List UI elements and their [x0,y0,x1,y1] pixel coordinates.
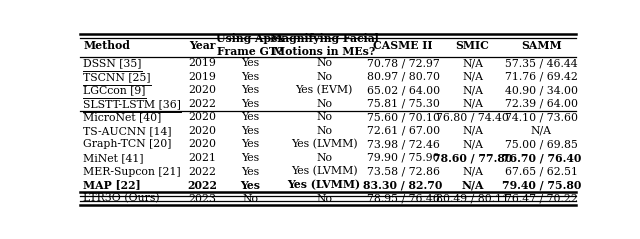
Text: 73.58 / 72.86: 73.58 / 72.86 [367,167,440,177]
Text: CASME II: CASME II [373,40,433,51]
Text: N/A: N/A [531,126,552,136]
Text: 2020: 2020 [189,140,216,149]
Text: N/A: N/A [462,126,483,136]
Text: Yes (EVM): Yes (EVM) [296,85,353,96]
Text: MicroNet [40]: MicroNet [40] [83,112,162,122]
Text: 76.47 / 70.22: 76.47 / 70.22 [505,194,578,204]
Text: Method: Method [83,40,131,51]
Text: No: No [243,194,259,204]
Text: 2020: 2020 [189,85,216,95]
Text: 73.98 / 72.46: 73.98 / 72.46 [367,140,440,149]
Text: N/A: N/A [462,85,483,95]
Text: 72.39 / 64.00: 72.39 / 64.00 [505,99,578,109]
Text: N/A: N/A [462,58,483,68]
Text: N/A: N/A [462,140,483,149]
Text: No: No [316,153,332,163]
Text: No: No [316,126,332,136]
Text: LGCcon [9]: LGCcon [9] [83,85,146,95]
Text: 78.95 / 76.46: 78.95 / 76.46 [367,194,440,204]
Text: Year: Year [189,40,216,51]
Text: TSCNN [25]: TSCNN [25] [83,72,151,82]
Text: 83.30 / 82.70: 83.30 / 82.70 [364,179,443,190]
Text: 67.65 / 62.51: 67.65 / 62.51 [505,167,578,177]
Text: 78.60 / 77.80: 78.60 / 77.80 [433,152,513,163]
Text: 2022: 2022 [189,167,216,177]
Text: 76.80 / 74.40: 76.80 / 74.40 [436,112,509,122]
Text: 2022: 2022 [189,99,216,109]
Text: Yes: Yes [241,140,259,149]
Text: Yes: Yes [241,167,259,177]
Text: Yes: Yes [241,58,259,68]
Text: Yes: Yes [241,153,259,163]
Text: MAP [22]: MAP [22] [83,179,141,190]
Text: 70.78 / 72.97: 70.78 / 72.97 [367,58,440,68]
Text: N/A: N/A [462,99,483,109]
Text: 2022: 2022 [188,179,218,190]
Text: 40.90 / 34.00: 40.90 / 34.00 [505,85,578,95]
Text: No: No [316,58,332,68]
Text: MER-Supcon [21]: MER-Supcon [21] [83,167,181,177]
Text: 2020: 2020 [189,112,216,122]
Text: 65.02 / 64.00: 65.02 / 64.00 [367,85,440,95]
Text: SLSTT-LSTM [36]: SLSTT-LSTM [36] [83,99,181,109]
Text: Yes: Yes [241,72,259,82]
Text: Yes (LVMM): Yes (LVMM) [291,139,358,150]
Text: N/A: N/A [462,167,483,177]
Text: 2019: 2019 [189,72,216,82]
Text: Magnifying Facial
Motions in MEs?: Magnifying Facial Motions in MEs? [269,33,379,57]
Text: 75.00 / 69.85: 75.00 / 69.85 [505,140,578,149]
Text: 2020: 2020 [189,126,216,136]
Text: 75.81 / 75.30: 75.81 / 75.30 [367,99,440,109]
Text: 79.40 / 75.80: 79.40 / 75.80 [502,179,581,190]
Text: 57.35 / 46.44: 57.35 / 46.44 [505,58,578,68]
Text: 2019: 2019 [189,58,216,68]
Text: Yes: Yes [241,99,259,109]
Text: LTR3O (Ours): LTR3O (Ours) [83,193,160,204]
Text: 76.70 / 76.40: 76.70 / 76.40 [502,152,581,163]
Text: 75.60 / 70.10: 75.60 / 70.10 [367,112,440,122]
Text: Yes (LVMM): Yes (LVMM) [291,166,358,177]
Text: N/A: N/A [462,72,483,82]
Text: No: No [316,72,332,82]
Text: 71.76 / 69.42: 71.76 / 69.42 [505,72,578,82]
Text: TS-AUCNN [14]: TS-AUCNN [14] [83,126,172,136]
Text: 74.10 / 73.60: 74.10 / 73.60 [505,112,578,122]
Text: 80.97 / 80.70: 80.97 / 80.70 [367,72,440,82]
Text: 79.90 / 75.90: 79.90 / 75.90 [367,153,440,163]
Text: 2021: 2021 [189,153,216,163]
Text: MiNet [41]: MiNet [41] [83,153,144,163]
Text: No: No [316,194,332,204]
Text: N/A: N/A [461,179,484,190]
Text: Yes: Yes [241,126,259,136]
Text: Graph-TCN [20]: Graph-TCN [20] [83,140,172,149]
Text: Yes: Yes [241,112,259,122]
Text: Yes (LVMM): Yes (LVMM) [287,179,361,190]
Text: No: No [316,99,332,109]
Text: 72.61 / 67.00: 72.61 / 67.00 [367,126,440,136]
Text: No: No [316,112,332,122]
Text: Using Apex
Frame GT?: Using Apex Frame GT? [216,33,285,57]
Text: SMIC: SMIC [456,40,490,51]
Text: 2023: 2023 [189,194,216,204]
Text: SAMM: SAMM [521,40,562,51]
Text: 80.49 / 80.11: 80.49 / 80.11 [436,194,509,204]
Text: Yes: Yes [240,179,260,190]
Text: DSSN [35]: DSSN [35] [83,58,142,68]
Text: Yes: Yes [241,85,259,95]
